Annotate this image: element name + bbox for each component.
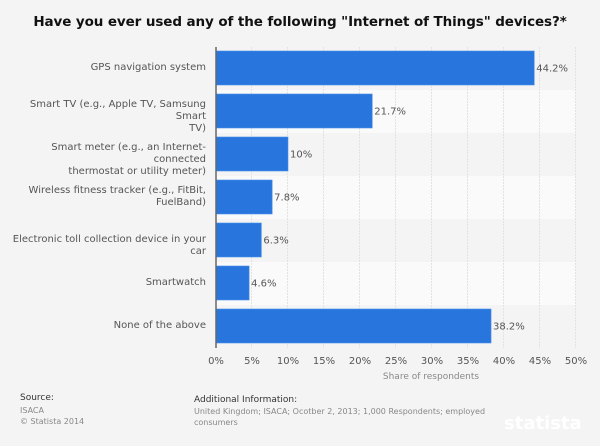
category-label-line: Electronic toll collection device in you…	[12, 233, 206, 257]
source-text: ISACA © Statista 2014	[20, 405, 84, 427]
additional-info-heading: Additional Information:	[194, 395, 298, 405]
x-tick-label: 15%	[313, 356, 335, 367]
statista-logo-text: statista	[504, 413, 582, 434]
value-label: 7.8%	[274, 193, 299, 204]
info-line: consumers	[194, 418, 238, 427]
source-heading: Source:	[20, 393, 54, 403]
x-tick-label: 20%	[349, 356, 371, 367]
source-line: © Statista 2014	[20, 417, 85, 426]
category-label: Smart meter (e.g., an Internet-connected…	[6, 142, 206, 178]
bar	[215, 93, 373, 129]
x-tick-label: 45%	[529, 356, 551, 367]
category-label: Wireless fitness tracker (e.g., FitBit, F…	[6, 185, 206, 209]
category-label-line: thermostat or utility meter)	[68, 165, 206, 177]
x-tick-label: 50%	[565, 356, 587, 367]
source-line: ISACA	[20, 406, 44, 415]
value-label: 44.2%	[536, 64, 568, 75]
info-line: United Kingdom; ISACA; Ocotber 2, 2013; …	[194, 407, 486, 416]
additional-info-text: United Kingdom; ISACA; Ocotber 2, 2013; …	[194, 406, 485, 428]
category-label: Smart TV (e.g., Apple TV, Samsung Smart T…	[6, 99, 206, 135]
category-label: Electronic toll collection device in you…	[6, 234, 206, 258]
x-axis-title: Share of respondents	[383, 372, 480, 382]
x-tick-label: 30%	[421, 356, 443, 367]
bar	[215, 136, 289, 172]
category-label-line: FuelBand)	[155, 196, 206, 208]
value-label: 38.2%	[493, 322, 525, 333]
bars	[215, 50, 535, 344]
category-label-line: Smart meter (e.g., an Internet-connected	[51, 141, 206, 165]
category-label-line: Wireless fitness tracker (e.g., FitBit,	[28, 184, 206, 196]
bar	[215, 308, 492, 344]
category-label-line: Smart TV (e.g., Apple TV, Samsung Smart	[29, 98, 206, 122]
value-label: 6.3%	[263, 236, 288, 247]
x-tick-label: 25%	[385, 356, 407, 367]
value-labels: 44.2% 21.7% 10% 7.8% 6.3% 4.6% 38.2%	[251, 64, 568, 333]
category-label-line: TV)	[189, 122, 206, 134]
x-tick-label: 5%	[244, 356, 260, 367]
bar	[215, 179, 273, 215]
bar	[215, 50, 535, 86]
category-label: Smartwatch	[6, 277, 206, 289]
category-label-line: GPS navigation system	[90, 61, 206, 73]
category-label-line: Smartwatch	[145, 276, 206, 288]
statista-brand-banner	[0, 0, 600, 60]
category-label: None of the above	[6, 320, 206, 332]
category-label-line: None of the above	[113, 319, 206, 331]
x-tick-labels: 0% 5% 10% 15% 20% 25% 30% 35% 40% 45% 50%	[208, 356, 587, 367]
value-label: 21.7%	[374, 107, 406, 118]
x-tick-label: 35%	[457, 356, 479, 367]
value-label: 4.6%	[251, 279, 276, 290]
x-tick-label: 0%	[208, 356, 224, 367]
category-label: GPS navigation system	[6, 62, 206, 74]
x-tick-label: 40%	[493, 356, 515, 367]
bar	[215, 265, 250, 301]
bar	[215, 222, 262, 258]
value-label: 10%	[290, 150, 312, 161]
x-tick-label: 10%	[277, 356, 299, 367]
chart-title: Have you ever used any of the following …	[33, 14, 567, 30]
